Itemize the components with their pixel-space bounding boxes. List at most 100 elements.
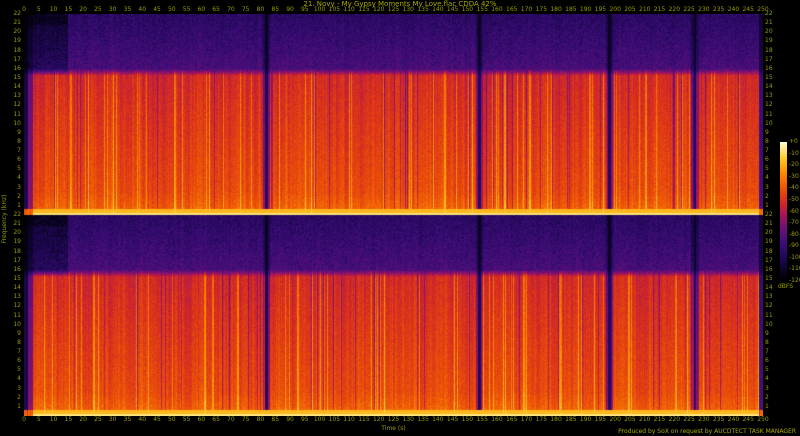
time-tick-top: 230	[698, 6, 710, 13]
freq-tick-left: 7	[17, 147, 21, 155]
freq-tick-left: 13	[13, 92, 21, 100]
freq-tick-left: 22	[13, 10, 21, 17]
colorbar-unit-label: dBFS	[778, 283, 794, 290]
freq-tick-right: 14	[765, 284, 773, 292]
spectrogram-heatmap	[24, 14, 763, 416]
freq-tick-left: 3	[17, 183, 21, 191]
time-tick-top: 215	[653, 6, 666, 13]
time-tick-top: 225	[683, 6, 695, 13]
time-tick-top: 100	[313, 6, 326, 13]
freq-tick-left: 5	[17, 165, 21, 173]
time-tick-top: 115	[358, 6, 370, 13]
freq-tick-right: 7	[765, 348, 769, 356]
freq-tick-left: 2	[17, 393, 21, 401]
freq-tick-left: 3	[17, 384, 21, 392]
time-tick-top: 210	[639, 6, 651, 13]
colorbar-tick: -50	[789, 195, 799, 203]
time-tick-bottom: 165	[506, 416, 518, 423]
freq-tick-left: 14	[13, 83, 21, 91]
time-tick-bottom: 150	[461, 416, 474, 423]
freq-tick-right: 16	[765, 64, 773, 72]
time-tick-top: 185	[565, 6, 577, 13]
time-tick-bottom: 155	[476, 416, 488, 423]
time-tick-bottom: 80	[256, 416, 265, 423]
freq-tick-left: 7	[17, 348, 21, 356]
time-tick-top: 15	[64, 6, 73, 13]
freq-tick-right: 4	[765, 375, 769, 383]
freq-tick-right: 22	[765, 10, 773, 17]
time-tick-top: 140	[432, 6, 444, 13]
freq-tick-right: 22	[765, 211, 773, 218]
freq-tick-left: 12	[13, 302, 21, 310]
time-tick-bottom: 240	[727, 416, 740, 423]
freq-tick-left: 4	[17, 174, 21, 182]
freq-tick-left: 20	[13, 28, 21, 36]
time-tick-bottom: 230	[698, 416, 710, 423]
freq-tick-right: 10	[765, 320, 773, 328]
freq-tick-right: 9	[765, 329, 769, 337]
freq-tick-left: 16	[13, 265, 21, 273]
time-tick-top: 170	[520, 6, 533, 13]
time-tick-bottom: 100	[313, 416, 326, 423]
freq-tick-right: 15	[765, 274, 773, 282]
colorbar-tick: +0	[789, 138, 798, 145]
time-tick-top: 35	[123, 6, 132, 13]
freq-tick-left: 21	[13, 19, 21, 27]
freq-tick-right: 18	[765, 46, 773, 54]
colorbar-tick: -100	[789, 253, 800, 261]
time-tick-top: 195	[594, 6, 607, 13]
freq-tick-right: 12	[765, 302, 773, 310]
time-tick-top: 5	[36, 6, 41, 13]
time-tick-bottom: 95	[300, 416, 309, 423]
freq-tick-left: 6	[17, 156, 21, 164]
time-tick-top: 95	[300, 6, 309, 13]
freq-tick-left: 15	[13, 274, 21, 282]
time-tick-top: 110	[343, 6, 355, 13]
time-tick-bottom: 180	[550, 416, 562, 423]
time-tick-bottom: 130	[402, 416, 414, 423]
freq-tick-right: 4	[765, 174, 769, 182]
freq-tick-left: 19	[13, 238, 21, 246]
freq-tick-left: 8	[17, 338, 21, 346]
page-title: 21. Novy - My Gypsy Moments My Love.flac…	[303, 0, 497, 8]
time-tick-top: 175	[535, 6, 548, 13]
time-tick-bottom: 120	[372, 416, 385, 423]
time-tick-bottom: 225	[683, 416, 695, 423]
time-tick-bottom: 60	[197, 416, 206, 423]
time-tick-bottom: 0	[22, 416, 26, 423]
freq-tick-right: 9	[765, 128, 769, 136]
freq-tick-right: 3	[765, 183, 769, 191]
freq-tick-right: 10	[765, 119, 773, 127]
freq-tick-right: 19	[765, 238, 773, 246]
time-tick-bottom: 40	[138, 416, 147, 423]
time-tick-top: 65	[212, 6, 220, 13]
time-tick-bottom: 235	[712, 416, 725, 423]
time-tick-top: 240	[727, 6, 740, 13]
colorbar-tick: -10	[789, 149, 799, 157]
time-tick-bottom: 35	[123, 416, 132, 423]
time-tick-bottom: 200	[609, 416, 621, 423]
time-tick-top: 130	[402, 6, 414, 13]
time-tick-bottom: 205	[624, 416, 636, 423]
time-tick-bottom: 55	[182, 416, 191, 423]
freq-tick-left: 9	[17, 128, 21, 136]
colorbar-tick: -120	[789, 277, 800, 284]
freq-tick-right: 16	[765, 265, 773, 273]
freq-tick-right: 1	[765, 402, 769, 410]
freq-tick-right: 11	[765, 110, 773, 118]
time-tick-top: 70	[227, 6, 235, 13]
time-tick-top: 160	[491, 6, 503, 13]
freq-tick-right: 8	[765, 137, 769, 145]
freq-tick-right: 20	[765, 28, 773, 36]
time-tick-bottom: 45	[153, 416, 161, 423]
freq-tick-right: 19	[765, 37, 773, 45]
colorbar-tick: -70	[789, 219, 799, 227]
freq-tick-right: 5	[765, 165, 769, 173]
time-tick-top: 80	[256, 6, 265, 13]
time-tick-top: 20	[79, 6, 87, 13]
time-tick-top: 220	[668, 6, 681, 13]
time-tick-bottom: 170	[520, 416, 533, 423]
time-tick-top: 120	[372, 6, 385, 13]
time-tick-bottom: 160	[491, 416, 503, 423]
freq-tick-right: 3	[765, 384, 769, 392]
